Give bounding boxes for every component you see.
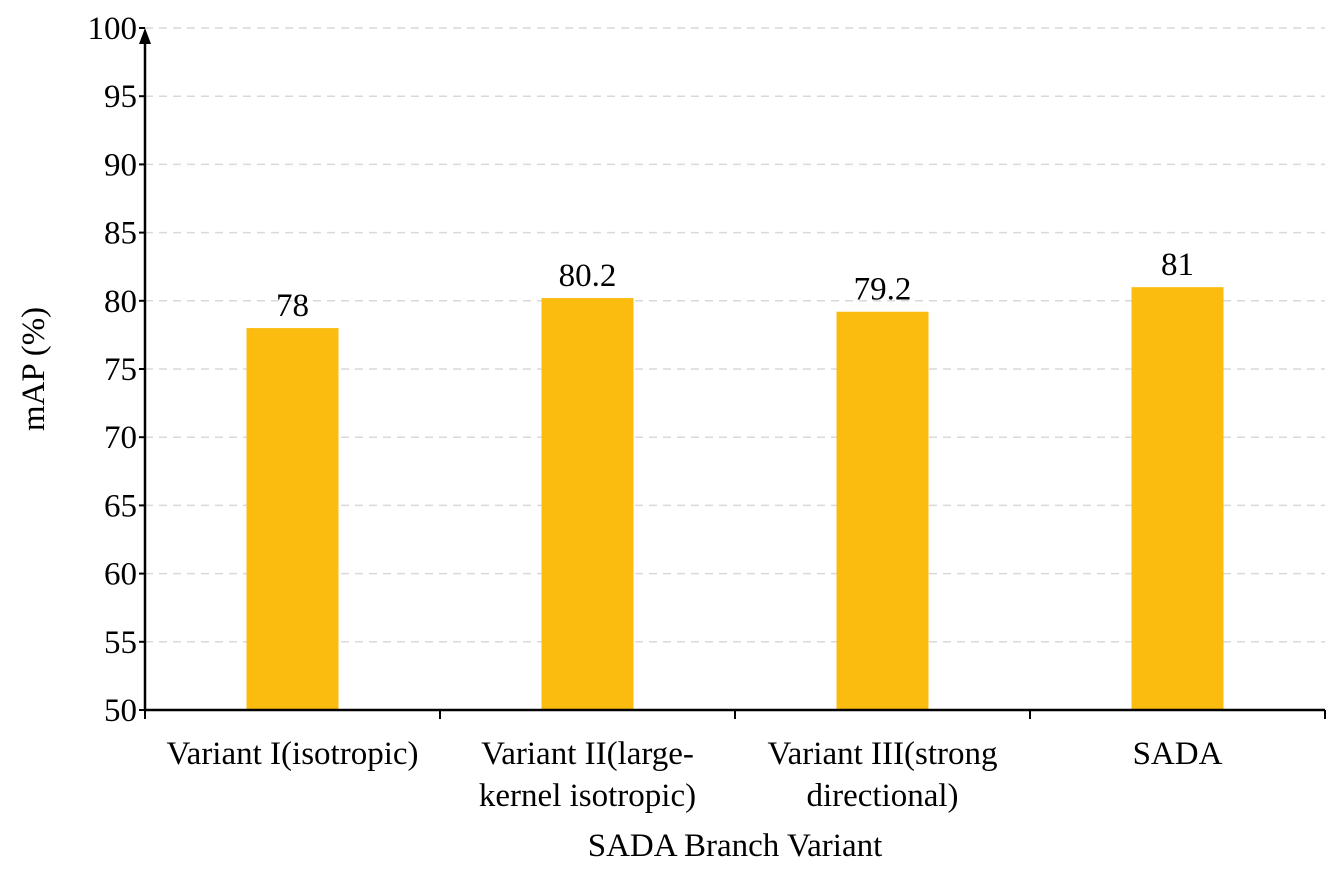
bar [541,298,634,710]
category-labels: Variant I(isotropic) Variant II(large-ker… [167,736,1223,814]
y-axis-arrowhead [139,28,151,44]
y-axis-title: mAP (%) [16,307,52,431]
y-tick-label: 80 [104,284,137,320]
x-tick-marks [144,710,1326,719]
y-tick-label: 75 [104,352,137,388]
y-tick-label: 95 [104,79,137,115]
data-label: 78 [276,288,309,324]
data-label: 80.2 [559,258,617,294]
y-tick-labels: 50 55 60 65 70 75 80 85 90 95 100 [88,11,145,729]
y-tick-label: 50 [104,693,137,729]
y-tick-label: 90 [104,147,137,183]
data-labels: 78 80.2 79.2 81 [276,247,1194,324]
y-tick-label: 55 [104,625,137,661]
bar [836,311,929,710]
x-axis-title: SADA Branch Variant [588,828,883,864]
x-tick-label: Variant I(isotropic) [167,736,419,772]
bars [246,287,1224,710]
x-tick-label: Variant II(large-kernel isotropic) [479,736,696,814]
y-tick-label: 65 [104,488,137,524]
bar [246,328,339,710]
x-tick-label: Variant III(strong directional) [767,736,997,814]
y-tick-label: 70 [104,420,137,456]
data-label: 81 [1161,247,1194,283]
y-tick-label: 85 [104,216,137,252]
y-tick-label: 100 [88,11,138,47]
x-tick-label: SADA [1133,736,1223,772]
y-tick-label: 60 [104,557,137,593]
gridlines [145,27,1325,643]
data-label: 79.2 [854,272,912,308]
bar [1131,287,1224,710]
